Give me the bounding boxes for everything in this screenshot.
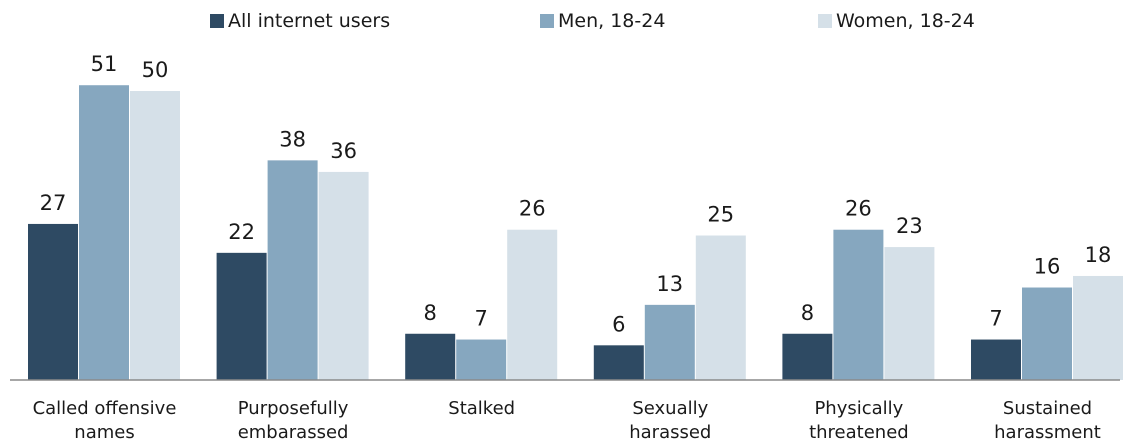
bar-5-2 [1073,275,1123,380]
value-label-0-0: 27 [40,191,67,215]
bar-4-1 [833,229,884,380]
value-label-3-0: 6 [612,312,625,336]
bar-2-2 [507,229,558,380]
value-label-4-1: 26 [845,197,872,221]
bar-0-2 [130,91,180,380]
bar-4-0 [782,333,833,380]
legend-swatch-1 [540,14,554,28]
bars-group [28,85,1123,380]
bar-3-2 [695,235,746,380]
value-label-1-2: 36 [330,139,357,163]
bar-5-0 [971,339,1021,380]
legend-swatch-2 [818,14,832,28]
bar-2-1 [456,339,507,380]
value-label-2-2: 26 [519,197,546,221]
value-label-3-2: 25 [707,203,734,227]
value-label-5-0: 7 [989,307,1002,331]
category-labels-group: Called offensive names Purposefully embaras… [33,398,1101,443]
legend-label-0: All internet users [228,10,390,32]
bar-3-0 [593,345,644,380]
value-label-0-2: 50 [142,58,169,82]
value-label-1-0: 22 [228,220,255,244]
legend-label-1: Men, 18-24 [558,10,665,32]
value-label-2-0: 8 [424,301,437,325]
value-label-3-1: 13 [656,272,683,296]
category-label-5: Sustained harassment [994,398,1101,443]
bar-0-1 [79,85,129,380]
legend-swatch-0 [210,14,224,28]
value-label-1-1: 38 [279,127,306,151]
legend: All internet users Men, 18-24 Women, 18-24 [210,10,975,32]
value-label-0-1: 51 [91,52,118,76]
bar-5-1 [1022,287,1072,380]
category-label-3: Sexually harassed [629,398,711,443]
bar-3-1 [644,304,695,380]
category-label-1: Purposefully embarassed [238,398,349,443]
value-labels-group: 27 51 50 22 38 36 8 7 26 6 13 25 8 26 23 7 16 18 [40,52,1112,336]
bar-4-2 [884,247,935,380]
bar-0-0 [28,223,78,380]
bar-1-2 [318,171,369,380]
bar-1-0 [216,252,267,380]
bar-2-0 [405,333,456,380]
category-label-2: Stalked [448,398,515,419]
category-label-4: Physically threatened [809,398,909,443]
legend-label-2: Women, 18-24 [836,10,975,32]
value-label-4-2: 23 [896,214,923,238]
value-label-2-1: 7 [475,307,488,331]
category-label-0: Called offensive names [33,398,177,443]
bar-1-1 [267,160,318,380]
value-label-5-1: 16 [1034,255,1061,279]
value-label-5-2: 18 [1085,243,1112,267]
value-label-4-0: 8 [801,301,814,325]
